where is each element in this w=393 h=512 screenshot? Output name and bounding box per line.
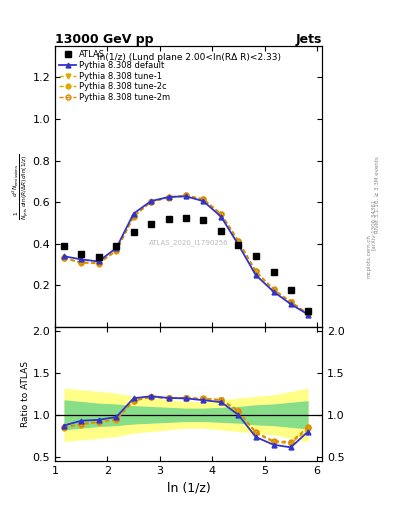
Pythia 8.308 tune-2m bbox=[96, 260, 101, 266]
Pythia 8.308 tune-1 bbox=[236, 239, 241, 245]
Text: Jets: Jets bbox=[296, 33, 322, 46]
Pythia 8.308 tune-2c bbox=[253, 268, 258, 274]
Line: Pythia 8.308 default: Pythia 8.308 default bbox=[61, 194, 310, 317]
ATLAS bbox=[236, 242, 241, 248]
Pythia 8.308 default bbox=[236, 242, 241, 248]
Text: [arXiv:1306.3436]: [arXiv:1306.3436] bbox=[371, 200, 376, 250]
Pythia 8.308 default bbox=[271, 289, 276, 295]
Pythia 8.308 tune-2m bbox=[219, 211, 224, 217]
ATLAS bbox=[253, 253, 258, 260]
Pythia 8.308 tune-2c bbox=[79, 260, 84, 266]
Pythia 8.308 tune-1 bbox=[219, 211, 224, 218]
ATLAS bbox=[219, 228, 224, 234]
Pythia 8.308 default bbox=[201, 198, 206, 204]
ATLAS bbox=[201, 217, 206, 223]
Pythia 8.308 tune-1 bbox=[166, 195, 171, 201]
Y-axis label: $\frac{1}{N_{\rm jets}}\frac{d^2N_{\rm emissions}}{d\ln(R/\Delta R)\,d\ln(1/z)}$: $\frac{1}{N_{\rm jets}}\frac{d^2N_{\rm e… bbox=[11, 154, 31, 220]
Pythia 8.308 tune-2c bbox=[306, 311, 310, 317]
Pythia 8.308 tune-2c bbox=[96, 261, 101, 267]
Pythia 8.308 tune-2m bbox=[271, 286, 276, 292]
Text: 13000 GeV pp: 13000 GeV pp bbox=[55, 33, 154, 46]
Pythia 8.308 tune-2m bbox=[253, 268, 258, 274]
Pythia 8.308 default bbox=[114, 245, 119, 251]
Pythia 8.308 default bbox=[79, 257, 84, 263]
Y-axis label: Ratio to ATLAS: Ratio to ATLAS bbox=[20, 361, 29, 427]
Pythia 8.308 default bbox=[219, 214, 224, 220]
Pythia 8.308 tune-1 bbox=[253, 269, 258, 275]
Pythia 8.308 tune-2m bbox=[201, 196, 206, 202]
Text: Rivet 3.1.10, ≥ 3.3M events: Rivet 3.1.10, ≥ 3.3M events bbox=[375, 156, 380, 233]
Pythia 8.308 tune-1 bbox=[79, 260, 84, 266]
Pythia 8.308 tune-1 bbox=[96, 261, 101, 267]
Pythia 8.308 tune-2m bbox=[306, 311, 310, 317]
Line: Pythia 8.308 tune-2c: Pythia 8.308 tune-2c bbox=[61, 193, 310, 316]
Pythia 8.308 tune-2c bbox=[62, 255, 66, 262]
Text: ln(1/z) (Lund plane 2.00<ln(RΔ R)<2.33): ln(1/z) (Lund plane 2.00<ln(RΔ R)<2.33) bbox=[97, 53, 281, 62]
ATLAS bbox=[62, 243, 66, 249]
Pythia 8.308 tune-1 bbox=[271, 287, 276, 293]
Pythia 8.308 tune-2c bbox=[184, 193, 188, 199]
ATLAS bbox=[79, 251, 84, 257]
ATLAS bbox=[288, 287, 293, 293]
Pythia 8.308 tune-2c bbox=[219, 211, 224, 217]
Pythia 8.308 tune-2c bbox=[131, 214, 136, 220]
Pythia 8.308 tune-2m bbox=[131, 213, 136, 219]
Pythia 8.308 tune-2c bbox=[166, 195, 171, 201]
Line: Pythia 8.308 tune-2m: Pythia 8.308 tune-2m bbox=[61, 193, 310, 316]
Pythia 8.308 tune-1 bbox=[201, 197, 206, 203]
Pythia 8.308 tune-2m bbox=[184, 192, 188, 198]
Text: ATLAS_2020_I1790256: ATLAS_2020_I1790256 bbox=[149, 240, 228, 246]
ATLAS bbox=[166, 216, 171, 222]
ATLAS bbox=[184, 215, 188, 221]
Pythia 8.308 tune-2c bbox=[114, 248, 119, 254]
ATLAS bbox=[149, 221, 153, 227]
Pythia 8.308 default bbox=[96, 259, 101, 265]
Pythia 8.308 default bbox=[131, 210, 136, 217]
Pythia 8.308 tune-1 bbox=[62, 255, 66, 262]
ATLAS bbox=[96, 254, 101, 261]
Pythia 8.308 tune-1 bbox=[306, 311, 310, 317]
ATLAS bbox=[114, 243, 119, 249]
Legend: ATLAS, Pythia 8.308 default, Pythia 8.308 tune-1, Pythia 8.308 tune-2c, Pythia 8: ATLAS, Pythia 8.308 default, Pythia 8.30… bbox=[57, 49, 172, 103]
Pythia 8.308 tune-2c bbox=[288, 299, 293, 305]
Pythia 8.308 default bbox=[184, 193, 188, 199]
Pythia 8.308 tune-2m bbox=[166, 194, 171, 200]
Pythia 8.308 tune-2m bbox=[288, 298, 293, 305]
Pythia 8.308 tune-1 bbox=[288, 300, 293, 306]
Text: mcplots.cern.ch: mcplots.cern.ch bbox=[367, 234, 372, 278]
Pythia 8.308 default bbox=[62, 253, 66, 260]
Pythia 8.308 default bbox=[166, 194, 171, 200]
Pythia 8.308 tune-2c bbox=[201, 196, 206, 202]
Pythia 8.308 tune-1 bbox=[131, 214, 136, 220]
Pythia 8.308 default bbox=[306, 311, 310, 317]
ATLAS bbox=[131, 229, 136, 236]
Line: ATLAS: ATLAS bbox=[61, 215, 311, 314]
Pythia 8.308 tune-2m bbox=[62, 255, 66, 261]
Pythia 8.308 tune-2m bbox=[236, 238, 241, 244]
X-axis label: ln (1/z): ln (1/z) bbox=[167, 481, 211, 494]
Pythia 8.308 tune-1 bbox=[149, 199, 153, 205]
Pythia 8.308 tune-2c bbox=[271, 287, 276, 293]
Pythia 8.308 tune-2m bbox=[149, 199, 153, 205]
Pythia 8.308 tune-1 bbox=[184, 193, 188, 199]
Line: Pythia 8.308 tune-1: Pythia 8.308 tune-1 bbox=[61, 194, 310, 316]
ATLAS bbox=[306, 308, 310, 314]
Pythia 8.308 default bbox=[288, 301, 293, 307]
Pythia 8.308 tune-2c bbox=[149, 199, 153, 205]
Pythia 8.308 tune-2m bbox=[114, 247, 119, 253]
Pythia 8.308 tune-1 bbox=[114, 248, 119, 254]
Pythia 8.308 tune-2m bbox=[79, 259, 84, 265]
Pythia 8.308 default bbox=[149, 198, 153, 204]
Pythia 8.308 default bbox=[253, 272, 258, 278]
ATLAS bbox=[271, 269, 276, 275]
Pythia 8.308 tune-2c bbox=[236, 238, 241, 244]
